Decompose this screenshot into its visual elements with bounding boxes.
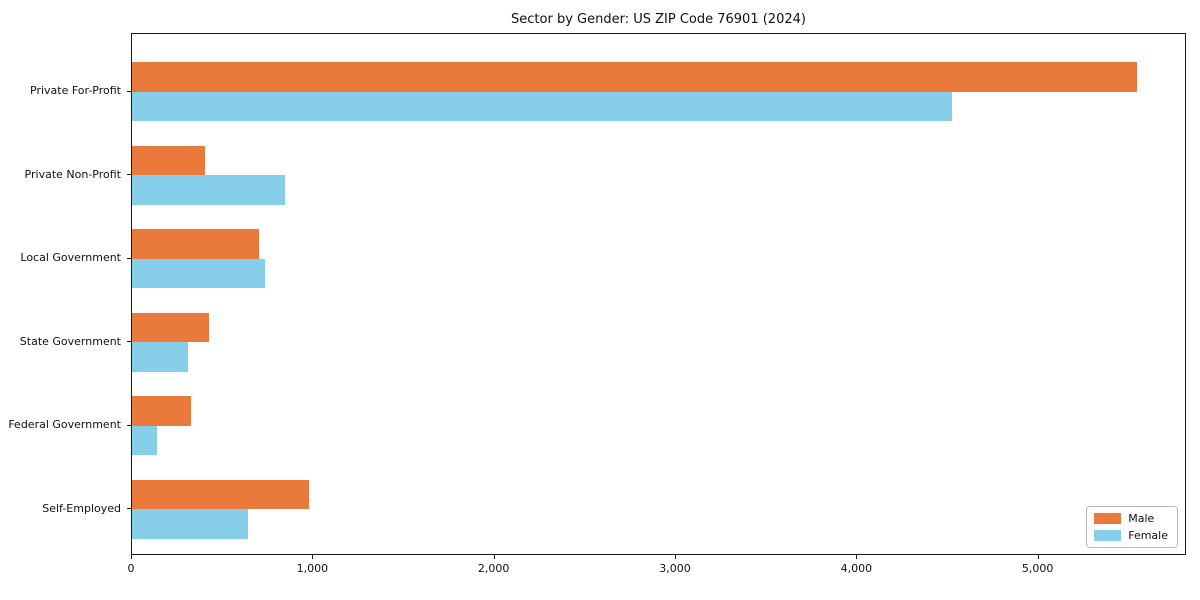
legend-label-female: Female <box>1128 529 1168 542</box>
plot-area: Male Female <box>131 33 1186 555</box>
bar-male-5 <box>132 479 310 509</box>
ytick-mark-2 <box>127 257 131 259</box>
ytick-label-0: Private For-Profit <box>30 84 121 97</box>
xtick-mark-2 <box>493 555 495 559</box>
bar-female-0 <box>132 91 952 121</box>
xtick-label-4: 4,000 <box>840 562 873 575</box>
bar-male-0 <box>132 62 1137 92</box>
legend-swatch-male <box>1094 513 1122 524</box>
ytick-label-4: Federal Government <box>8 418 121 431</box>
xtick-label-0: 0 <box>127 562 135 575</box>
bar-male-2 <box>132 229 259 259</box>
ytick-label-5: Self-Employed <box>42 501 121 515</box>
bar-male-4 <box>132 396 192 426</box>
legend-label-male: Male <box>1128 512 1155 525</box>
bar-male-3 <box>132 312 210 342</box>
ytick-label-1: Private Non-Profit <box>24 167 121 181</box>
xtick-mark-3 <box>675 555 676 559</box>
ytick-label-2: Local Government <box>20 251 121 264</box>
xtick-mark-4 <box>856 555 858 559</box>
xtick-mark-5 <box>1037 555 1039 559</box>
legend-item-female: Female <box>1094 529 1168 542</box>
legend-item-male: Male <box>1094 512 1168 525</box>
bar-female-5 <box>132 509 249 539</box>
xtick-label-2: 2,000 <box>477 562 510 575</box>
xtick-mark-1 <box>312 555 314 559</box>
ytick-mark-3 <box>127 341 131 342</box>
xtick-label-3: 3,000 <box>659 562 691 575</box>
bar-female-2 <box>132 258 266 288</box>
xtick-mark-0 <box>131 555 132 559</box>
ytick-mark-4 <box>127 424 131 426</box>
bar-female-3 <box>132 342 188 372</box>
bar-female-1 <box>132 175 286 205</box>
xtick-label-1: 1,000 <box>296 562 329 575</box>
xtick-label-5: 5,000 <box>1021 562 1054 575</box>
chart-title: Sector by Gender: US ZIP Code 76901 (202… <box>511 12 806 27</box>
ytick-label-3: State Government <box>19 334 121 348</box>
legend: Male Female <box>1086 506 1178 548</box>
ytick-mark-5 <box>127 508 131 509</box>
bar-female-4 <box>132 425 158 455</box>
bar-male-1 <box>132 145 205 175</box>
ytick-mark-1 <box>127 174 131 175</box>
ytick-mark-0 <box>127 90 131 92</box>
legend-swatch-female <box>1094 530 1122 541</box>
